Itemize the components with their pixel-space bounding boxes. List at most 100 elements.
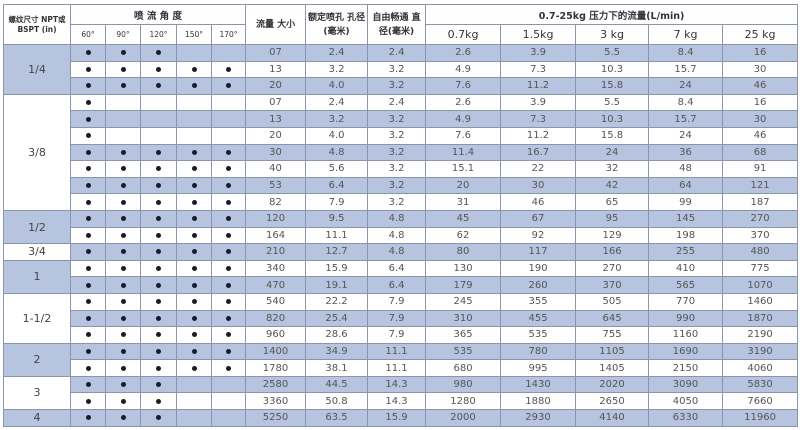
- angle-cell: [176, 243, 212, 261]
- free-pass-cell: 15.9: [367, 409, 427, 427]
- flow-rate-cell: 4.9: [425, 60, 502, 79]
- available-dot-icon: [120, 365, 126, 371]
- angle-cell: [176, 392, 212, 411]
- flow-rate-cell: 91: [722, 160, 799, 178]
- flow-rate-cell: 187: [722, 193, 799, 211]
- angle-cell: [210, 326, 247, 344]
- flow-size-cell: 53: [245, 176, 307, 195]
- header-row-2: 60° 90° 120° 150° 170° 0.7kg 1.5kg 3 kg …: [4, 24, 799, 45]
- angle-cell: [176, 77, 212, 95]
- orifice-cell: 19.1: [305, 276, 369, 294]
- flow-size-cell: 960: [245, 326, 307, 344]
- flow-rate-cell: 1160: [648, 326, 724, 344]
- orifice-cell: 25.4: [305, 309, 369, 328]
- flow-rate-cell: 995: [500, 359, 577, 377]
- flow-rate-cell: 245: [425, 292, 502, 311]
- available-dot-icon: [85, 232, 91, 238]
- available-dot-icon: [191, 149, 197, 155]
- table-row: 1 340 15.9 6.4 130 190 270 410 775: [3, 259, 799, 294]
- flow-rate-cell: 770: [648, 292, 724, 311]
- free-pass-cell: 6.4: [367, 259, 427, 278]
- angle-cell: [105, 176, 141, 195]
- flow-rate-cell: 310: [425, 309, 502, 328]
- flow-rate-cell: 99: [648, 193, 724, 211]
- flow-rate-cell: 67: [500, 209, 577, 228]
- available-dot-icon: [120, 83, 126, 89]
- angle-cell: [70, 143, 106, 162]
- flow-rate-cell: 505: [575, 292, 650, 311]
- free-pass-cell: 3.2: [367, 143, 427, 162]
- available-dot-icon: [226, 199, 232, 205]
- flow-rate-cell: 2930: [500, 409, 577, 427]
- flow-rate-cell: 3.9: [500, 44, 577, 62]
- angle-cell: [210, 309, 247, 328]
- available-dot-icon: [120, 315, 126, 321]
- angle-cell: [176, 326, 212, 344]
- orifice-header: 额定喷孔 孔径(毫米): [305, 4, 369, 45]
- available-dot-icon: [226, 83, 232, 89]
- flow-rate-cell: 24: [575, 143, 650, 162]
- angle-cell: [176, 143, 212, 162]
- flow-rate-cell: 3090: [648, 375, 724, 394]
- available-dot-icon: [156, 183, 161, 189]
- angle-cell: [176, 60, 212, 79]
- angle-cell: [140, 309, 177, 328]
- angle-cell: [210, 209, 247, 228]
- flow-rate-cell: 68: [722, 143, 799, 162]
- flow-rate-cell: 11.4: [425, 143, 502, 162]
- available-dot-icon: [120, 249, 126, 255]
- available-dot-icon: [120, 415, 126, 421]
- angle-cell: [140, 392, 177, 411]
- table-row: 1/2 120 9.5 4.8 45 67 95 145 270: [3, 209, 799, 245]
- available-dot-icon: [156, 216, 161, 222]
- available-dot-icon: [156, 249, 161, 255]
- flow-rate-cell: 5830: [722, 375, 799, 394]
- flow-rate-cell: 15.1: [425, 160, 502, 178]
- free-pass-cell: 3.2: [367, 77, 427, 95]
- flow-size-cell: 40: [245, 160, 307, 178]
- flow-size-cell: 20: [245, 126, 307, 145]
- available-dot-icon: [85, 199, 91, 205]
- free-pass-cell: 3.2: [367, 60, 427, 79]
- table-row: 13 3.2 3.2 4.9 7.3 10.3 15.7 30: [4, 110, 799, 128]
- available-dot-icon: [191, 183, 197, 189]
- available-dot-icon: [85, 299, 91, 305]
- available-dot-icon: [156, 232, 161, 238]
- flow-rate-cell: 4060: [722, 359, 799, 377]
- angle-cell: [176, 176, 212, 195]
- flow-rate-cell: 7.3: [500, 60, 577, 79]
- free-pass-cell: 3.2: [367, 126, 427, 145]
- table-row: 82 7.9 3.2 31 46 65 99 187: [4, 193, 799, 211]
- angle-cell: [210, 77, 247, 95]
- flow-size-cell: 120: [245, 209, 307, 228]
- flow-rate-cell: 30: [722, 110, 799, 128]
- angle-cell: [210, 375, 247, 394]
- available-dot-icon: [156, 50, 161, 56]
- available-dot-icon: [156, 348, 161, 354]
- angle-cell: [176, 160, 212, 178]
- flow-rate-cell: 10.3: [575, 110, 650, 128]
- flow-rate-cell: 455: [500, 309, 577, 328]
- flow-rate-cell: 65: [575, 193, 650, 211]
- thread-size-cell: 1/4: [3, 44, 71, 95]
- angle-cell: [176, 93, 212, 112]
- flow-rate-cell: 370: [722, 226, 799, 245]
- flow-rate-cell: 980: [425, 375, 502, 394]
- flow-rate-cell: 46: [500, 193, 577, 211]
- available-dot-icon: [191, 348, 197, 354]
- flow-rate-cell: 80: [425, 243, 502, 261]
- free-pass-cell: 3.2: [367, 193, 427, 211]
- flow-rate-cell: 365: [425, 326, 502, 344]
- angle-cell: [105, 44, 141, 62]
- angle-cell: [210, 126, 247, 145]
- angle-cell: [70, 126, 106, 145]
- flow-rate-cell: 31: [425, 193, 502, 211]
- available-dot-icon: [191, 282, 197, 288]
- available-dot-icon: [156, 382, 161, 388]
- angle-cell: [140, 375, 177, 394]
- angle-cell: [210, 60, 247, 79]
- angle-cell: [140, 110, 177, 128]
- flow-rate-cell: 16: [722, 44, 799, 62]
- flow-rate-cell: 24: [648, 126, 724, 145]
- angle-cell: [105, 193, 141, 211]
